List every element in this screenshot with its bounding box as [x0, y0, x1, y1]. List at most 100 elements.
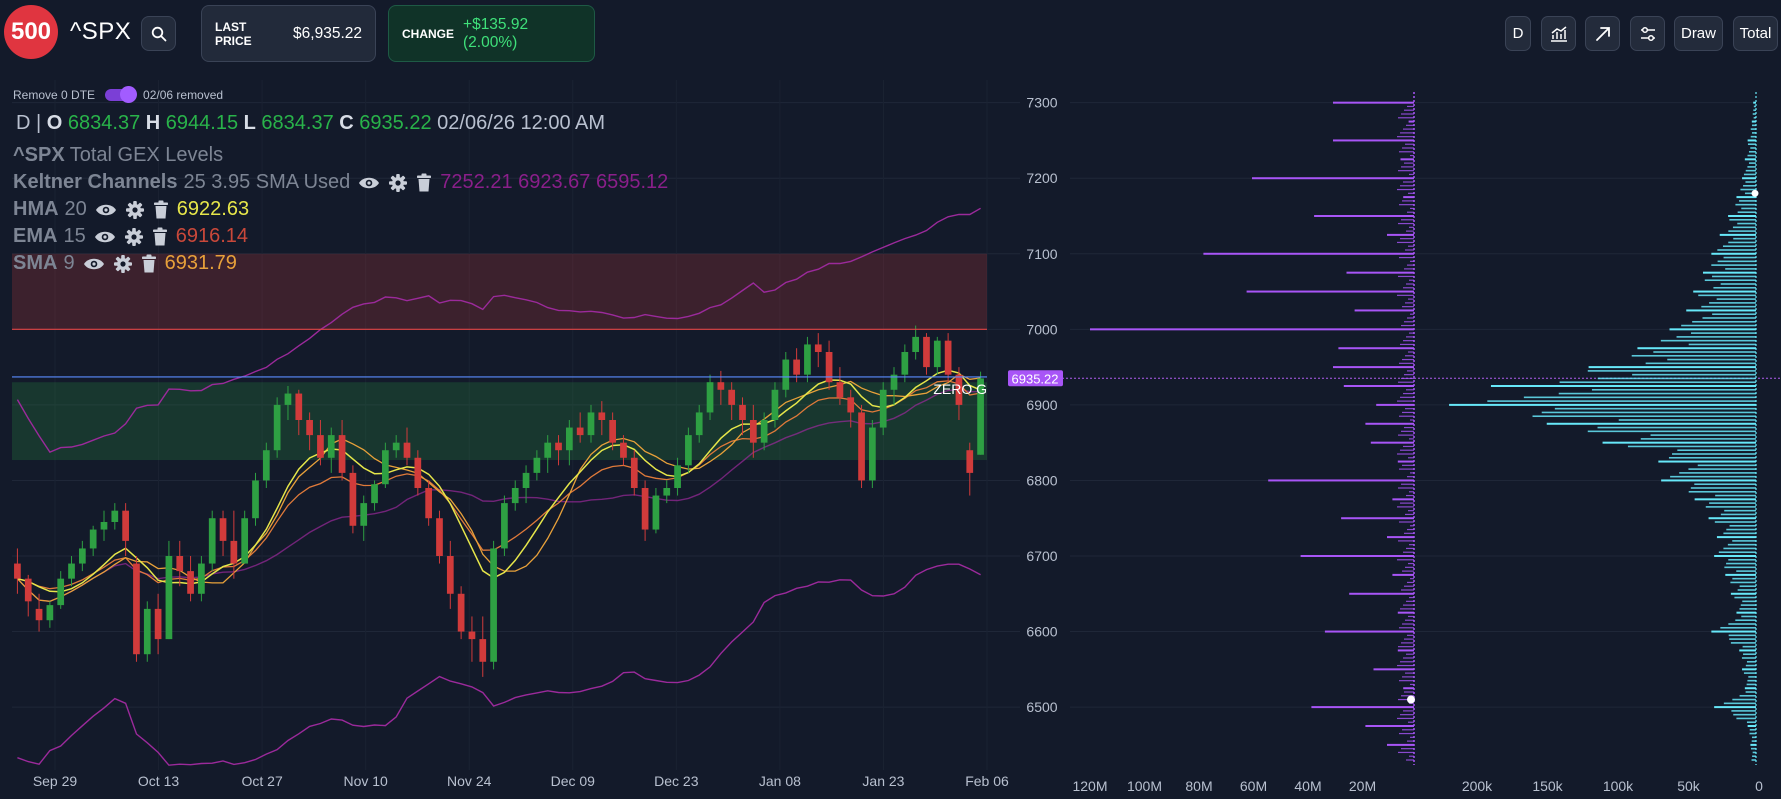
candle-body [620, 442, 627, 458]
volume-minor-bar [1745, 664, 1756, 667]
volume-minor-bar [1747, 143, 1756, 146]
gex-bar [1268, 479, 1414, 482]
remove-dte-toggle[interactable] [105, 86, 138, 103]
support-zone [12, 382, 987, 461]
volume-minor-bar [1688, 343, 1756, 346]
gex-minor-bar [1410, 154, 1414, 157]
eye-icon[interactable] [358, 175, 380, 191]
gex-minor-bar [1402, 147, 1414, 149]
volume-minor-bar [1751, 740, 1756, 742]
gex-minor-bar [1410, 578, 1414, 580]
volume-minor-bar [1723, 702, 1756, 705]
removed-date-label: 02/06 removed [143, 88, 224, 102]
volume-minor-bar [1726, 562, 1756, 565]
candle-body [425, 488, 433, 519]
volume-minor-bar [1728, 634, 1756, 637]
total-button[interactable]: Total [1733, 16, 1778, 51]
volume-minor-bar [1750, 147, 1756, 149]
trash-icon[interactable] [152, 227, 168, 246]
volume-minor-bar [1747, 679, 1756, 682]
volume-minor-bar [1750, 747, 1756, 750]
volume-bar [1716, 536, 1756, 539]
gex-minor-bar [1397, 294, 1414, 296]
gear-icon[interactable] [388, 173, 408, 193]
candle-body [944, 340, 952, 375]
candle-body [966, 450, 974, 473]
gex-minor-bar [1402, 676, 1414, 678]
close-value: 6935.22 [359, 112, 432, 134]
volume-minor-bar [1748, 150, 1756, 153]
gex-title-symbol: ^SPX [13, 144, 65, 166]
draw-button[interactable]: Draw [1674, 16, 1723, 51]
volume-tick-label: 100k [1603, 778, 1634, 794]
volume-bar [1602, 441, 1756, 444]
volume-bar [1714, 706, 1756, 709]
trash-icon[interactable] [141, 254, 157, 273]
candle-body [609, 420, 616, 443]
price-tick-label: 6700 [1026, 548, 1057, 564]
volume-minor-bar [1704, 279, 1756, 282]
volume-minor-bar [1676, 336, 1756, 338]
candle-body [695, 412, 703, 436]
hma-legend: HMA 20 6922.63 [13, 198, 249, 221]
candle-body [35, 608, 43, 621]
gex-minor-bar [1404, 109, 1414, 111]
interval-button[interactable]: D [1505, 16, 1531, 51]
gex-minor-bar [1403, 710, 1414, 712]
volume-minor-bar [1745, 691, 1756, 693]
eye-icon[interactable] [95, 202, 117, 218]
volume-tick-label: 50k [1677, 778, 1701, 794]
gex-minor-bar [1397, 664, 1414, 667]
candle-body [284, 393, 292, 405]
gex-minor-bar [1399, 256, 1414, 259]
gex-bar [1341, 517, 1414, 520]
volume-minor-bar [1677, 449, 1756, 452]
volume-minor-bar [1729, 218, 1756, 221]
gex-minor-bar [1407, 634, 1414, 636]
gex-bar [1090, 328, 1414, 331]
gex-minor-bar [1399, 521, 1414, 523]
gex-minor-bar [1400, 185, 1414, 187]
volume-bar [1751, 120, 1756, 123]
candle-body [501, 503, 508, 549]
gex-bar [1392, 498, 1414, 501]
volume-minor-bar [1688, 468, 1756, 470]
trash-icon[interactable] [153, 200, 169, 219]
volume-minor-bar [1739, 585, 1756, 588]
gear-icon[interactable] [113, 254, 133, 274]
candle-body [338, 435, 346, 473]
trash-icon[interactable] [416, 173, 432, 192]
candle-body [933, 340, 941, 368]
indicators-button[interactable] [1541, 16, 1576, 51]
candle-body [446, 556, 454, 594]
volume-minor-bar [1541, 411, 1756, 414]
volume-minor-bar [1627, 445, 1756, 448]
ema-line [17, 380, 981, 590]
gear-icon[interactable] [124, 227, 144, 247]
candle-body [68, 563, 75, 579]
candle-body [360, 503, 368, 526]
eye-icon[interactable] [83, 256, 105, 272]
candle-body [869, 427, 876, 481]
eye-icon[interactable] [94, 229, 116, 245]
candle-body [847, 397, 855, 413]
ticker-symbol[interactable]: ^SPX [70, 18, 132, 45]
candle-body [901, 352, 909, 375]
gex-bar [1365, 422, 1414, 425]
settings-button[interactable] [1630, 16, 1665, 51]
time-tick-label: Oct 27 [241, 773, 282, 789]
gex-levels: ZERO G 6935.22 [12, 328, 1781, 397]
candle-body [663, 488, 671, 496]
gex-minor-bar [1401, 642, 1414, 644]
time-tick-label: Feb 06 [965, 773, 1009, 789]
search-button[interactable] [141, 16, 176, 51]
trend-line-button[interactable] [1585, 16, 1620, 51]
gex-minor-bar [1406, 124, 1414, 126]
gear-icon[interactable] [125, 200, 145, 220]
gex-bar [1354, 309, 1414, 312]
gex-minor-bar [1405, 143, 1414, 145]
trash-icon [141, 254, 156, 273]
gex-marker [1407, 695, 1415, 704]
candle-body [576, 427, 584, 436]
